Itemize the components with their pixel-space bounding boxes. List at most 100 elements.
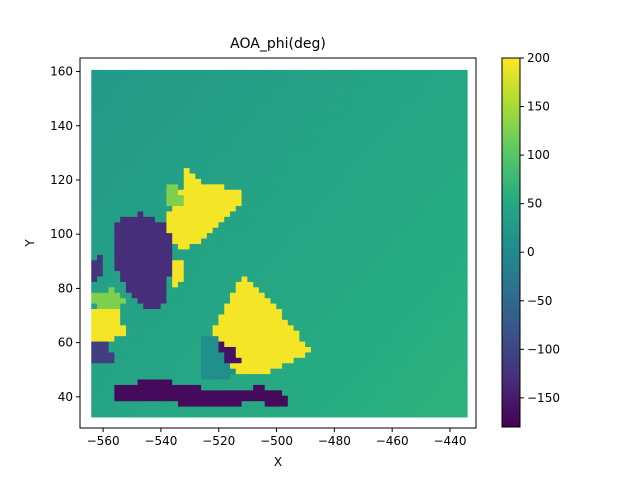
heatmap-cell (154, 183, 162, 190)
heatmap-cell (380, 216, 387, 223)
heatmap-cell (339, 324, 347, 331)
heatmap-cell (270, 351, 277, 358)
heatmap-cell (183, 248, 191, 255)
heatmap-cell (91, 389, 98, 396)
heatmap-cell (258, 91, 266, 98)
heatmap-cell (386, 75, 393, 82)
heatmap-cell (293, 162, 300, 169)
heatmap-cell (108, 167, 115, 174)
heatmap-cell (102, 362, 110, 369)
heatmap-cell (264, 406, 272, 413)
heatmap-cell (247, 189, 254, 196)
heatmap-cell (357, 113, 364, 120)
heatmap-cell (102, 395, 110, 402)
heatmap-cell (270, 248, 277, 255)
heatmap-cell (420, 259, 428, 266)
heatmap-cell (357, 151, 364, 158)
heatmap-cell (403, 172, 410, 179)
heatmap-cell (293, 134, 300, 141)
heatmap-cell (177, 227, 185, 234)
heatmap-cell (258, 205, 266, 212)
heatmap-cell (149, 411, 156, 418)
heatmap-cell (131, 275, 139, 282)
heatmap-cell (403, 357, 410, 364)
heatmap-cell (310, 297, 318, 304)
heatmap-cell (455, 395, 462, 402)
heatmap-cell (455, 221, 462, 228)
heatmap-cell (432, 232, 439, 239)
heatmap-cell (351, 145, 358, 152)
heatmap-cell (426, 292, 433, 299)
heatmap-cell (282, 151, 289, 158)
heatmap-cell (91, 248, 98, 255)
heatmap-cell (357, 335, 364, 342)
heatmap-cell (293, 346, 300, 353)
heatmap-cell (322, 183, 329, 190)
heatmap-cell (160, 102, 168, 109)
heatmap-cell (189, 411, 196, 418)
heatmap-cell (438, 346, 445, 353)
heatmap-cell (432, 97, 439, 104)
heatmap-cell (305, 292, 312, 299)
heatmap-cell (166, 297, 173, 304)
heatmap-cell (125, 172, 133, 179)
heatmap-cell (432, 373, 439, 380)
heatmap-cell (114, 373, 121, 380)
heatmap-cell (409, 335, 416, 342)
heatmap-cell (270, 156, 277, 163)
heatmap-cell (374, 292, 381, 299)
heatmap-cell (334, 80, 341, 87)
heatmap-cell (328, 346, 335, 353)
heatmap-cell (443, 357, 451, 364)
heatmap-cell (91, 172, 98, 179)
heatmap-cell (172, 75, 179, 82)
heatmap-cell (131, 221, 139, 228)
heatmap-cell (235, 340, 243, 347)
heatmap-cell (380, 156, 387, 163)
colorbar-tick-label: −50 (527, 294, 552, 308)
heatmap-cell (443, 210, 451, 217)
heatmap-cell (97, 281, 104, 288)
heatmap-cell (97, 205, 104, 212)
heatmap-cell (293, 373, 300, 380)
heatmap-cell (160, 368, 168, 375)
heatmap-cell (218, 373, 225, 380)
heatmap-cell (125, 308, 133, 315)
heatmap-cell (443, 303, 451, 310)
heatmap-cell (131, 406, 139, 413)
heatmap-cell (154, 324, 162, 331)
heatmap-cell (328, 275, 335, 282)
heatmap-cell (172, 340, 179, 347)
heatmap-cell (374, 178, 381, 185)
heatmap-cell (305, 265, 312, 272)
heatmap-cell (397, 80, 405, 87)
heatmap-cell (258, 227, 266, 234)
heatmap-cell (339, 145, 347, 152)
heatmap-cell (230, 351, 237, 358)
heatmap-cell (351, 172, 358, 179)
heatmap-cell (102, 167, 110, 174)
heatmap-cell (270, 205, 277, 212)
heatmap-cell (386, 286, 393, 293)
heatmap-cell (276, 134, 283, 141)
heatmap-cell (443, 172, 451, 179)
heatmap-cell (97, 210, 104, 217)
heatmap-cell (386, 129, 393, 136)
heatmap-cell (154, 400, 162, 407)
heatmap-cell (415, 97, 422, 104)
heatmap-cell (97, 140, 104, 147)
heatmap-cell (461, 373, 468, 380)
heatmap-cell (386, 140, 393, 147)
heatmap-cell (97, 178, 104, 185)
heatmap-cell (403, 270, 410, 277)
heatmap-cell (299, 172, 306, 179)
heatmap-cell (183, 297, 191, 304)
heatmap-cell (189, 335, 196, 342)
heatmap-cell (282, 200, 289, 207)
colorbar-tick-label: 150 (527, 100, 550, 114)
heatmap-cell (206, 286, 214, 293)
heatmap-cell (183, 237, 191, 244)
heatmap-cell (258, 411, 266, 418)
heatmap-cell (432, 292, 439, 299)
heatmap-cell (247, 319, 254, 326)
